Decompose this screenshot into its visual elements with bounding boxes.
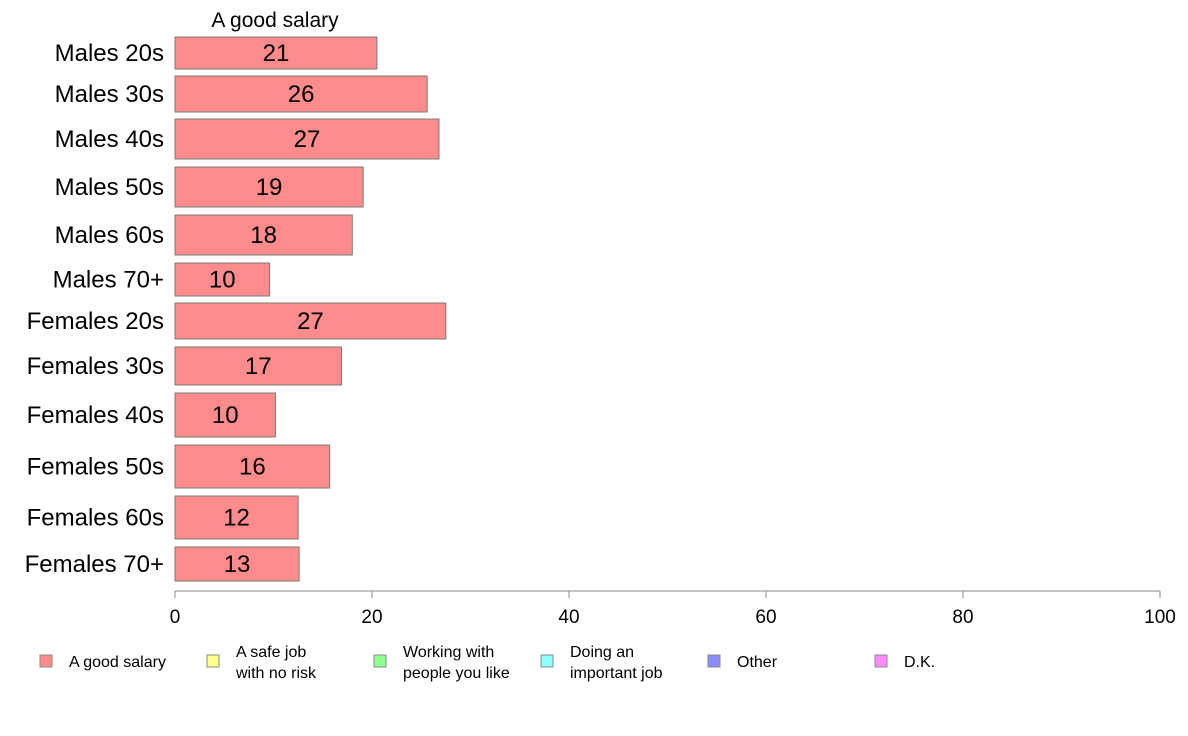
legend-swatch-other [707,654,721,668]
bar-females-20s [174,302,447,340]
category-label-females-70: Females 70+ [25,551,164,578]
category-label-males-40s: Males 40s [55,126,164,153]
legend-label-other: Other [737,654,778,671]
bar-males-30s [174,75,428,113]
category-label-males-50s: Males 50s [55,174,164,201]
value-label-males-30s: 26 [288,81,315,108]
value-label-females-60s: 12 [223,505,250,532]
category-label-females-60s: Females 60s [27,505,164,532]
bar-males-40s [174,118,440,160]
value-label-males-40s: 27 [294,126,321,153]
x-tick-label-100: 100 [1144,607,1176,628]
bar-males-70 [174,262,271,297]
category-label-males-60s: Males 60s [55,222,164,249]
chart-title: A good salary [211,9,339,32]
value-label-males-70: 10 [209,267,236,294]
legend-label-d-k: D.K. [904,654,935,671]
legend-label-working-with-people-you-like: Working with people you like [403,644,510,682]
category-label-males-30s: Males 30s [55,81,164,108]
category-label-females-20s: Females 20s [27,308,164,335]
legend-label-doing-an-important-job: Doing an important job [570,644,663,682]
bar-males-60s [174,214,353,256]
x-tick-label-0: 0 [170,607,181,628]
category-label-males-20s: Males 20s [55,40,164,67]
value-label-females-30s: 17 [245,353,272,380]
legend-label-a-safe-job-with-no-risk: A safe job with no risk [235,644,317,682]
x-tick-label-20: 20 [361,607,382,628]
bar-females-40s [174,392,276,438]
value-label-males-60s: 18 [250,222,277,249]
value-label-males-20s: 21 [263,40,290,67]
bar-females-60s [174,495,299,540]
category-label-females-50s: Females 50s [27,454,164,481]
legend: A good salary A safe job with no risk Worki… [39,644,935,682]
value-label-females-40s: 10 [212,402,239,429]
bar-females-30s [174,346,342,386]
legend-swatch-a-good-salary [39,654,53,668]
bar-females-50s [174,444,331,489]
category-label-females-40s: Females 40s [27,402,164,429]
value-label-females-70: 13 [224,551,251,578]
value-label-females-50s: 16 [239,454,266,481]
bars-group: Males 20s 21 Males 30s 26 Males 40s 27 Males 5… [25,36,447,582]
bar-males-50s [174,166,364,208]
bar-females-70 [174,546,300,582]
x-tick-label-40: 40 [558,607,579,628]
x-tick-label-80: 80 [952,607,973,628]
legend-swatch-working-with-people-you-like [373,654,387,668]
x-tick-label-60: 60 [755,607,776,628]
legend-swatch-d-k [874,654,888,668]
category-label-females-30s: Females 30s [27,353,164,380]
legend-swatch-a-safe-job-with-no-risk [206,654,220,668]
value-label-females-20s: 27 [297,308,324,335]
x-axis: 0 20 40 60 80 100 [170,590,1176,628]
category-label-males-70: Males 70+ [53,267,164,294]
bar-males-20s [174,36,378,70]
legend-swatch-doing-an-important-job [540,654,554,668]
value-label-males-50s: 19 [256,174,283,201]
legend-label-a-good-salary: A good salary [69,654,166,671]
